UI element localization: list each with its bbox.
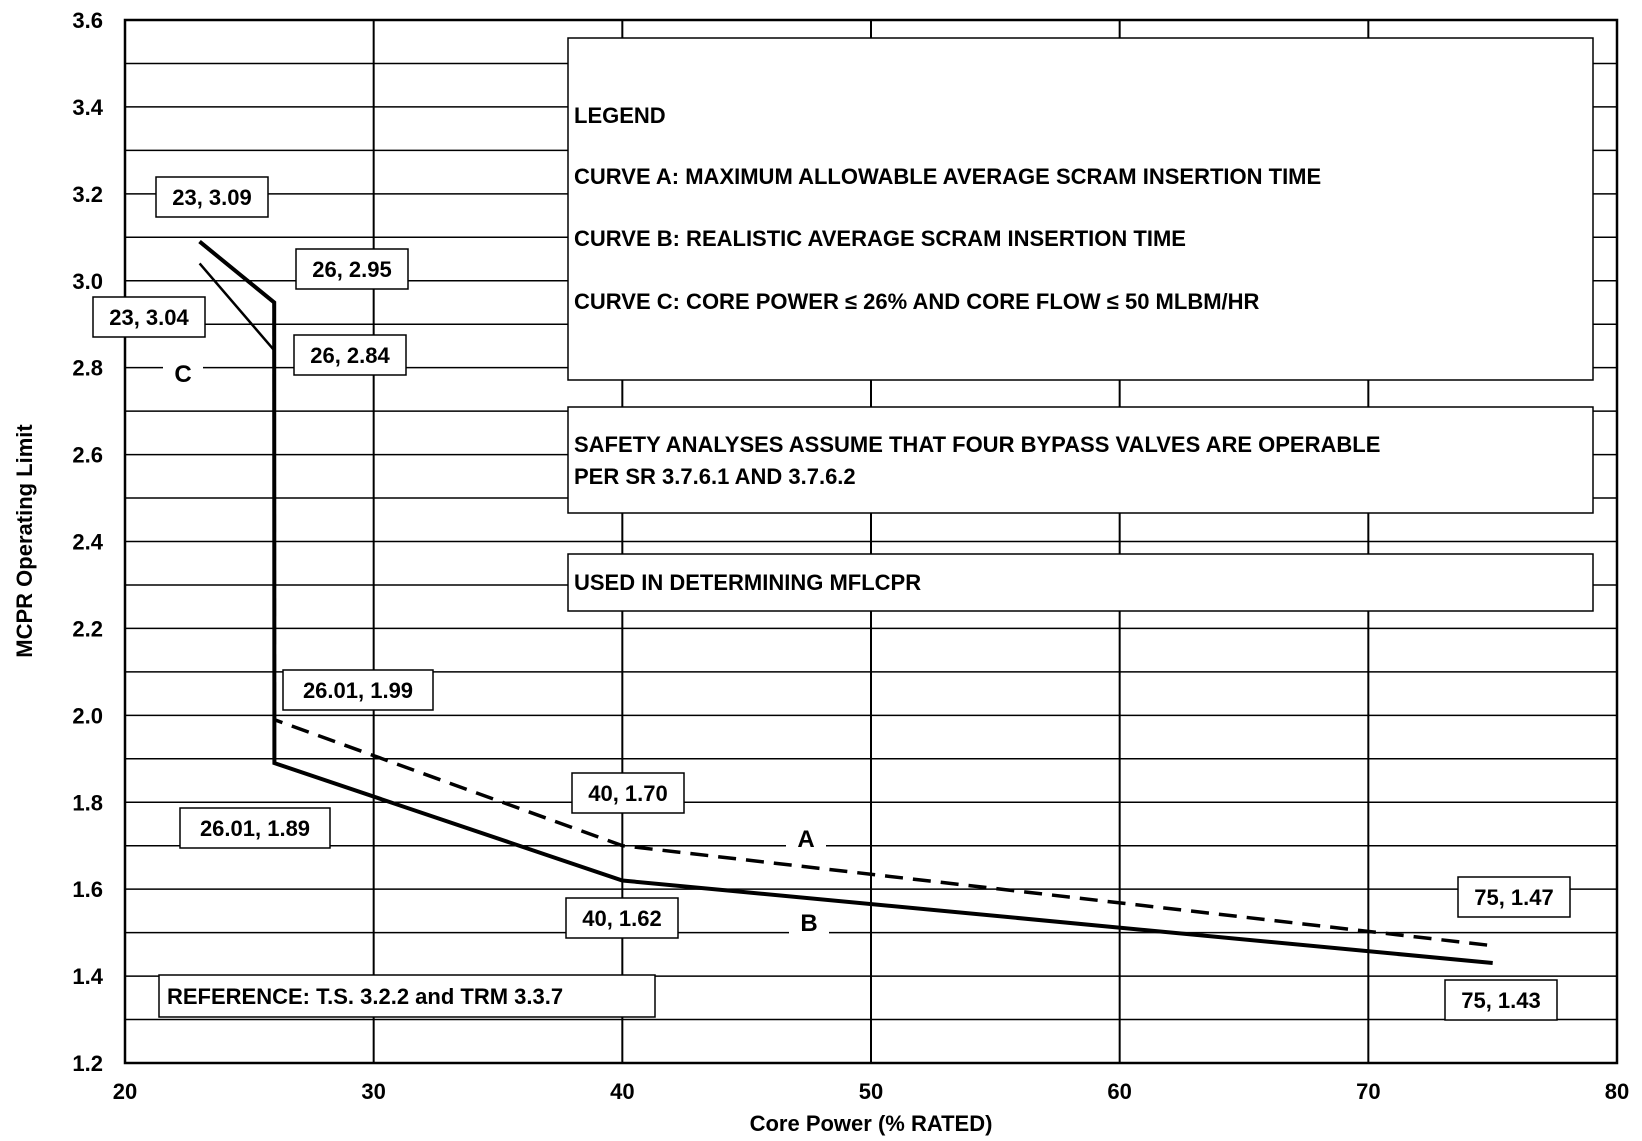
legend-title: LEGEND — [574, 103, 666, 128]
svg-text:26.01, 1.89: 26.01, 1.89 — [200, 816, 310, 841]
y-tick-label: 2.8 — [72, 356, 103, 381]
point-label: 26, 2.84 — [293, 334, 407, 376]
svg-text:26, 2.84: 26, 2.84 — [310, 343, 390, 368]
y-tick-label: 2.0 — [72, 703, 103, 728]
point-label: 40, 1.62 — [565, 897, 679, 939]
point-label: 40, 1.70 — [571, 772, 685, 814]
x-tick-label: 50 — [859, 1079, 883, 1104]
y-tick-label: 1.6 — [72, 877, 103, 902]
point-label: 26.01, 1.99 — [282, 669, 434, 711]
svg-text:26, 2.95: 26, 2.95 — [312, 257, 392, 282]
y-tick-label: 3.0 — [72, 269, 103, 294]
y-tick-labels: 1.2 1.4 1.6 1.8 2.0 2.2 2.4 2.6 2.8 3.0 3.2 3.4 3.6 — [72, 8, 103, 1076]
y-tick-label: 1.2 — [72, 1051, 103, 1076]
svg-text:26.01, 1.99: 26.01, 1.99 — [303, 678, 413, 703]
plot-frame — [123, 18, 1619, 1065]
y-tick-label: 1.4 — [72, 964, 103, 989]
legend-box: LEGEND CURVE A: MAXIMUM ALLOWABLE AVERAG… — [567, 37, 1594, 381]
y-tick-label: 3.2 — [72, 182, 103, 207]
safety-note-box: SAFETY ANALYSES ASSUME THAT FOUR BYPASS … — [567, 406, 1594, 514]
point-label: 75, 1.43 — [1444, 979, 1558, 1021]
mflcpr-note-box: USED IN DETERMINING MFLCPR — [567, 553, 1594, 612]
x-tick-label: 30 — [361, 1079, 385, 1104]
curve-letter-c: C — [163, 359, 203, 389]
svg-text:B: B — [800, 910, 817, 937]
reference-box: REFERENCE: T.S. 3.2.2 and TRM 3.3.7 — [158, 974, 656, 1018]
y-tick-label: 3.6 — [72, 8, 103, 33]
svg-text:23, 3.04: 23, 3.04 — [109, 305, 189, 330]
mflcpr-note-text: USED IN DETERMINING MFLCPR — [574, 570, 921, 595]
curve-letter-b: B — [789, 908, 829, 938]
svg-text:40, 1.70: 40, 1.70 — [588, 781, 668, 806]
x-tick-label: 70 — [1356, 1079, 1380, 1104]
safety-note-line1: SAFETY ANALYSES ASSUME THAT FOUR BYPASS … — [574, 432, 1380, 457]
svg-text:C: C — [174, 361, 191, 388]
x-tick-label: 40 — [610, 1079, 634, 1104]
point-label: 26, 2.95 — [295, 248, 409, 290]
y-tick-label: 1.8 — [72, 790, 103, 815]
point-label: 23, 3.04 — [92, 296, 206, 338]
y-tick-label: 2.2 — [72, 616, 103, 641]
x-tick-labels: 20 30 40 50 60 70 80 — [113, 1079, 1629, 1104]
y-tick-label: 2.4 — [72, 530, 103, 555]
svg-text:75, 1.43: 75, 1.43 — [1461, 988, 1541, 1013]
point-label: 26.01, 1.89 — [179, 807, 331, 849]
y-tick-label: 2.6 — [72, 443, 103, 468]
svg-text:40, 1.62: 40, 1.62 — [582, 906, 662, 931]
x-axis-title: Core Power (% RATED) — [750, 1111, 993, 1136]
curve-letter-labels: C A B — [163, 359, 829, 938]
point-label: 23, 3.09 — [155, 176, 269, 218]
x-tick-label: 60 — [1107, 1079, 1131, 1104]
legend-entry-b: CURVE B: REALISTIC AVERAGE SCRAM INSERTI… — [574, 226, 1186, 251]
svg-text:75, 1.47: 75, 1.47 — [1474, 885, 1554, 910]
safety-note-line2: PER SR 3.7.6.1 AND 3.7.6.2 — [574, 464, 856, 489]
svg-text:23, 3.09: 23, 3.09 — [172, 185, 252, 210]
series-c-line — [198, 262, 276, 352]
curve-letter-a: A — [786, 824, 826, 854]
point-label: 75, 1.47 — [1457, 876, 1571, 918]
y-tick-label: 3.4 — [72, 95, 103, 120]
svg-text:A: A — [797, 826, 814, 853]
reference-text: REFERENCE: T.S. 3.2.2 and TRM 3.3.7 — [167, 984, 563, 1009]
legend-entry-c: CURVE C: CORE POWER ≤ 26% AND CORE FLOW … — [574, 289, 1260, 314]
legend-entry-a: CURVE A: MAXIMUM ALLOWABLE AVERAGE SCRAM… — [574, 164, 1321, 189]
x-tick-label: 20 — [113, 1079, 137, 1104]
data-series — [198, 240, 1493, 965]
point-labels: 23, 3.09 26, 2.95 23, 3.04 26, 2.84 26.01, 1… — [92, 176, 1571, 1021]
x-tick-label: 80 — [1605, 1079, 1629, 1104]
y-axis-title: MCPR Operating Limit — [12, 424, 37, 658]
